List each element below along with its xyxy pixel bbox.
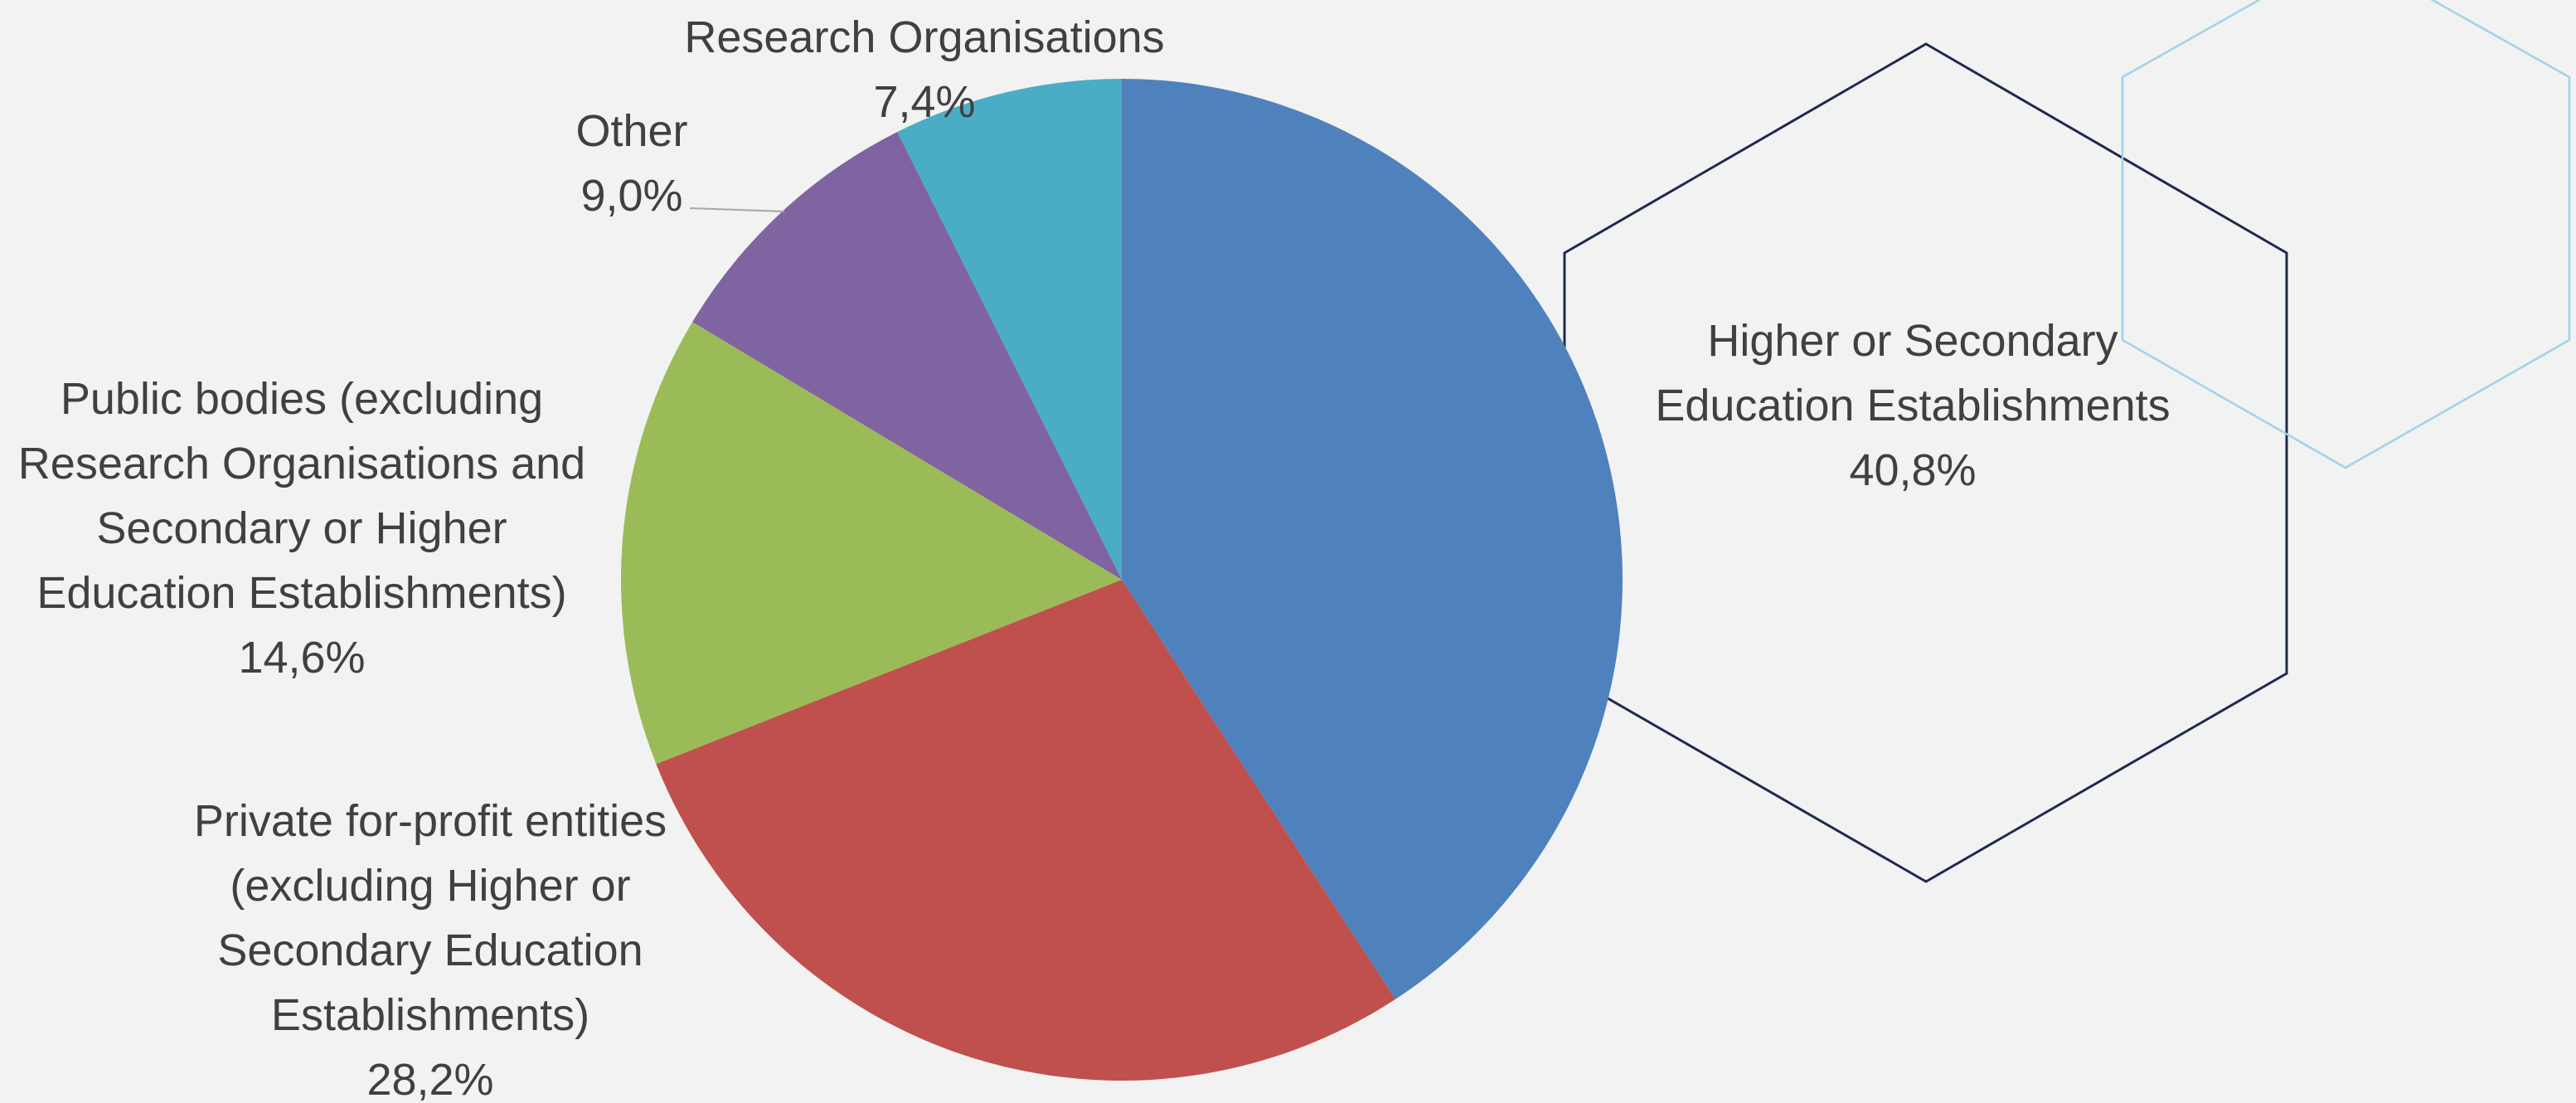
slice-label: Research Organisations 7,4% — [634, 5, 1215, 134]
category-label: Higher or Secondary Education Establishm… — [1655, 316, 2171, 430]
pie-slice — [692, 132, 1122, 581]
pie-slice — [897, 79, 1122, 580]
value-label: 28,2% — [366, 1055, 494, 1103]
value-label: 7,4% — [873, 77, 976, 127]
pie-slice — [656, 580, 1396, 1081]
value-label: 9,0% — [580, 171, 683, 221]
category-label: Private for-profit entities (excluding H… — [193, 796, 667, 1040]
slice-label: Higher or Secondary Education Establishm… — [1623, 309, 2203, 503]
leader-line — [689, 207, 785, 212]
category-label: Public bodies (excluding Research Organi… — [17, 374, 586, 618]
value-label: 14,6% — [238, 633, 366, 683]
category-label: Research Organisations — [684, 12, 1165, 62]
pie-slice — [1122, 79, 1623, 999]
slice-label: Public bodies (excluding Research Organi… — [3, 367, 600, 690]
value-label: 40,8% — [1849, 445, 1977, 495]
slice-label: Other 9,0% — [466, 99, 798, 228]
slice-label: Private for-profit entities (excluding H… — [157, 789, 704, 1103]
category-label: Other — [575, 106, 688, 156]
pie-slice — [620, 322, 1122, 765]
